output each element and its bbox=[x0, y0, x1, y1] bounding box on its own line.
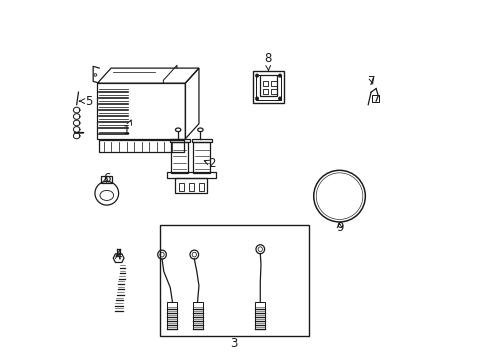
Text: 7: 7 bbox=[367, 75, 375, 88]
Bar bbox=[371, 95, 378, 102]
Bar bbox=[169, 139, 189, 142]
Bar bbox=[255, 75, 281, 100]
Bar bbox=[262, 81, 267, 86]
Bar bbox=[171, 142, 188, 173]
Bar bbox=[191, 139, 211, 142]
Bar bbox=[160, 225, 308, 336]
Circle shape bbox=[255, 97, 258, 100]
Bar bbox=[260, 75, 277, 96]
Circle shape bbox=[255, 74, 258, 77]
Bar bbox=[188, 183, 194, 191]
Text: 4: 4 bbox=[114, 249, 122, 262]
Bar bbox=[99, 140, 183, 152]
Bar bbox=[252, 71, 284, 103]
Bar bbox=[262, 89, 267, 94]
Text: 9: 9 bbox=[335, 221, 343, 234]
Circle shape bbox=[278, 97, 281, 100]
Text: 2: 2 bbox=[204, 157, 216, 170]
Bar bbox=[192, 302, 202, 329]
Bar bbox=[166, 172, 216, 178]
Bar bbox=[271, 89, 276, 94]
Bar bbox=[271, 81, 276, 86]
Text: 1: 1 bbox=[123, 120, 131, 137]
Circle shape bbox=[278, 74, 281, 77]
Bar bbox=[167, 302, 177, 329]
Bar bbox=[199, 183, 204, 191]
Bar bbox=[174, 178, 206, 193]
Text: 6: 6 bbox=[102, 172, 110, 185]
Text: 8: 8 bbox=[264, 52, 271, 71]
Bar bbox=[255, 302, 265, 329]
Text: 5: 5 bbox=[80, 95, 92, 108]
Bar bbox=[101, 176, 112, 183]
Bar bbox=[193, 142, 210, 173]
Bar bbox=[179, 183, 184, 191]
Text: 3: 3 bbox=[230, 337, 238, 350]
